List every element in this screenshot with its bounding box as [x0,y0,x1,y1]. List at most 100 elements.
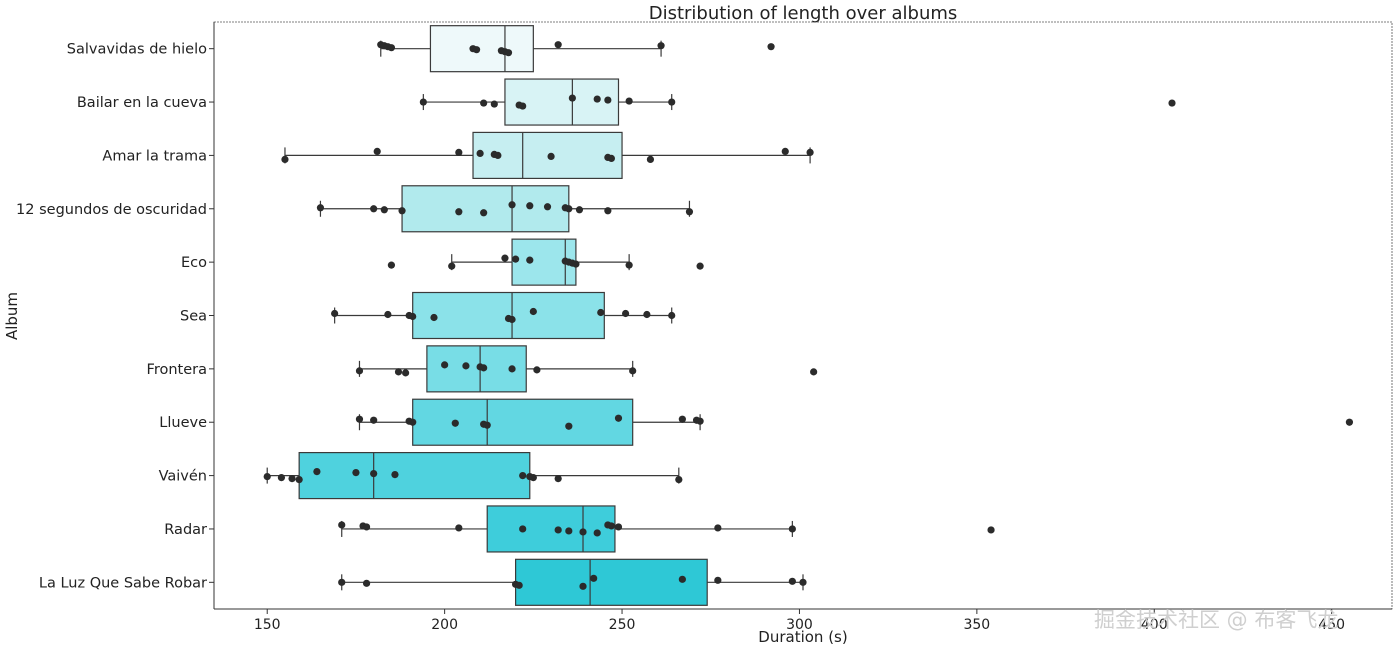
data-point [490,100,498,108]
data-point [575,206,584,214]
data-point [476,149,484,158]
data-point [455,208,463,216]
y-tick-label: La Luz Que Sabe Robar [39,575,207,591]
data-point [501,254,509,262]
data-point [1345,418,1354,426]
data-point [554,526,562,534]
y-tick-label: Salvavidas de hielo [67,42,207,58]
data-point [508,365,516,373]
data-point [810,368,818,376]
data-point [593,529,601,537]
data-point [685,208,694,216]
data-point [451,419,459,427]
data-point [579,582,587,590]
data-point [714,524,722,532]
data-point [472,46,481,54]
data-point [441,361,449,369]
x-tick-label: 150 [254,617,281,633]
data-point [494,151,502,160]
x-tick-label: 200 [431,617,458,633]
data-point [519,471,527,480]
box-iqr [472,131,623,180]
data-point [387,44,396,52]
box-iqr [298,451,531,500]
data-point [526,202,534,210]
data-point [788,577,796,585]
data-point [380,206,388,214]
data-point [355,415,364,423]
data-point [547,152,555,161]
data-point [277,473,286,482]
data-point [696,262,704,270]
data-point [625,97,633,105]
data-point [455,148,463,157]
box-iqr [429,25,534,73]
y-tick-label: Frontera [147,362,207,378]
data-point [806,148,814,157]
data-point [579,528,587,536]
data-point [554,474,562,483]
data-point [614,523,623,531]
data-point [387,261,396,269]
data-point [338,578,346,586]
data-point [419,98,427,106]
y-tick-label: Radar [164,522,207,538]
data-point [696,417,704,425]
data-point [352,468,360,477]
data-point [593,95,601,103]
data-point [621,309,630,318]
chart-title: Distribution of length over albums [649,3,958,24]
data-point [355,367,364,375]
data-point [519,102,527,110]
watermark-text: 掘金技术社区 @ 布客飞龙 [1094,608,1339,632]
data-point [675,475,683,484]
y-tick-label: Eco [181,255,207,271]
data-point [646,155,655,164]
data-point [480,364,488,372]
data-point [362,579,371,587]
x-tick-label: 250 [609,617,636,633]
data-point [597,308,605,317]
data-point [678,415,686,423]
data-point [572,260,580,268]
x-axis-label: Duration (s) [758,628,847,646]
y-tick-label: 12 segundos de oscuridad [16,202,207,218]
data-point [668,98,676,106]
data-point [398,207,406,215]
data-point [480,209,488,217]
data-point [533,366,541,374]
data-point [614,414,623,422]
data-point [554,41,562,49]
y-tick-label: Sea [180,309,207,325]
box-iqr [514,558,708,606]
data-point [394,368,403,376]
data-point [519,525,527,533]
y-tick-label: Amar la trama [102,148,207,164]
data-point [295,475,303,484]
data-point [625,261,633,269]
data-point [678,575,686,583]
data-point [455,524,463,532]
data-point [607,154,615,163]
x-tick-label: 350 [963,617,990,633]
data-point [526,256,534,264]
data-point [288,474,296,483]
box-iqr [504,78,620,126]
data-point [668,311,676,320]
box-iqr [412,398,634,446]
data-point [767,43,775,51]
box-iqr [401,185,570,233]
y-tick-label: Llueve [159,415,207,431]
data-point [799,578,807,586]
data-point [529,473,537,482]
data-point [508,201,516,209]
data-point [409,418,417,426]
y-tick-label: Vaivén [159,469,207,485]
data-point [508,315,516,324]
data-point [338,521,346,529]
data-point [402,369,410,377]
data-point [316,204,325,212]
data-point [370,469,378,478]
data-point [313,467,321,476]
